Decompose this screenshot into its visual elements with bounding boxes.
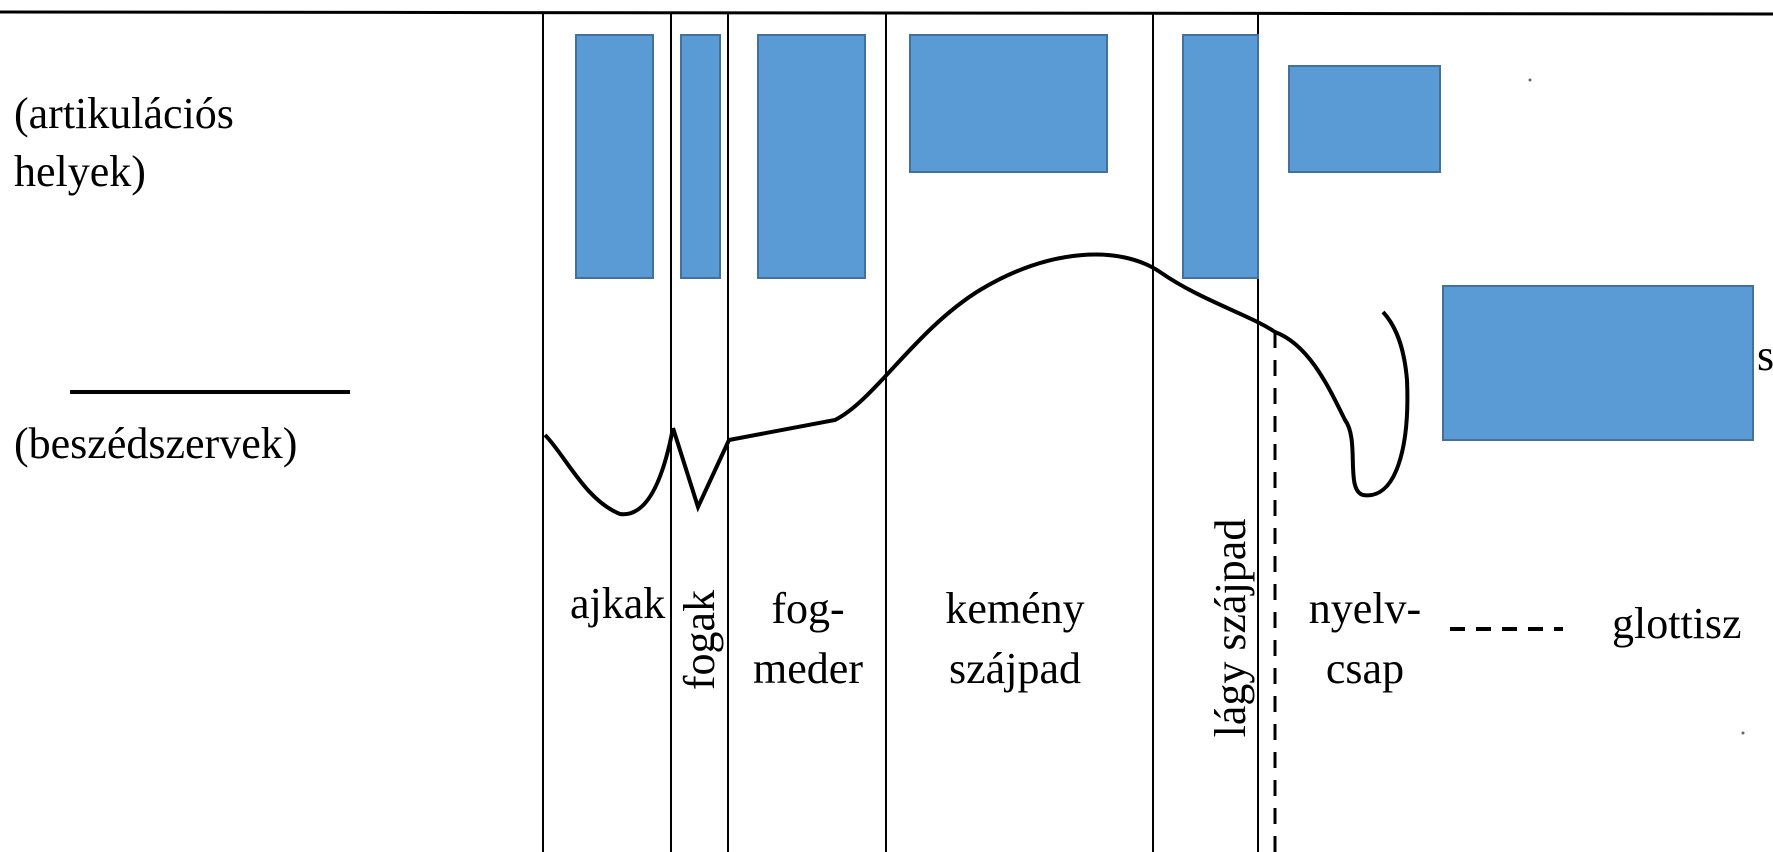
teeth-curve <box>671 427 731 513</box>
box-teeth <box>680 34 721 279</box>
region-label-soft-palate: lágy szájpad <box>1206 518 1255 738</box>
region-label-uvula-line1: nyelv- <box>1308 584 1422 633</box>
articulation-boxes <box>575 34 1754 441</box>
region-label-hard-palate-line1: kemény <box>945 584 1085 633</box>
palate-curve <box>728 252 1277 442</box>
box-lips <box>575 34 654 279</box>
region-label-hard-palate-line2: szájpad <box>949 644 1081 693</box>
places-label-line1: (artikulációs <box>14 89 234 138</box>
places-label-line2: helyek) <box>14 147 146 196</box>
box-soft-palate <box>1182 34 1259 279</box>
organs-label: (beszédszervek) <box>14 419 298 468</box>
speck-1 <box>1528 78 1532 82</box>
box-alveolar <box>757 34 866 279</box>
region-label-lips: ajkak <box>570 579 666 628</box>
clipped-letter: s <box>1757 331 1773 380</box>
box-hard-palate <box>909 34 1108 173</box>
region-label-alveolar-line2: meder <box>753 644 863 693</box>
uvula-curve <box>1274 310 1410 498</box>
speck-2 <box>1741 731 1745 735</box>
region-label-alveolar-line1: fog- <box>771 584 845 633</box>
region-label-uvula-line2: csap <box>1325 644 1405 693</box>
box-uvula <box>1288 65 1441 173</box>
box-glottis <box>1442 285 1754 441</box>
region-label-glottis: glottisz <box>1612 599 1742 648</box>
region-label-teeth: fogak <box>675 589 724 691</box>
lips-curve <box>543 427 675 517</box>
